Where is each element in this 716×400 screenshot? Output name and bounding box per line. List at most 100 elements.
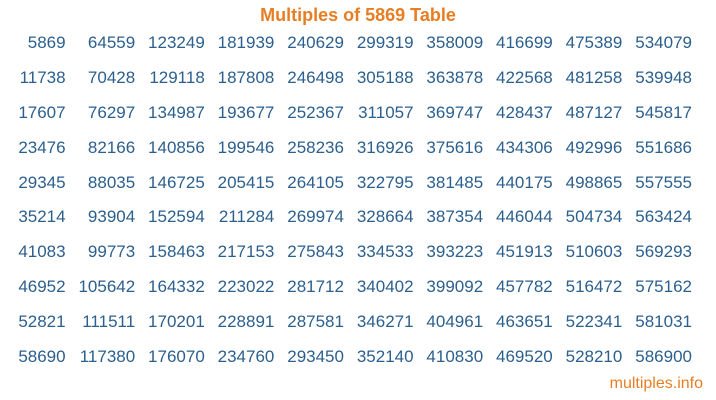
multiple-value-cell: 176070 (148, 346, 205, 366)
multiple-value-cell: 269974 (287, 207, 344, 227)
multiple-value-cell: 352140 (356, 346, 414, 366)
multiple-value-cell: 539948 (635, 68, 692, 88)
multiple-value-cell: 299319 (356, 33, 414, 53)
multiple-value-cell: 528210 (565, 346, 623, 366)
multiple-value-cell: 5869 (27, 33, 66, 53)
multiple-value-cell: 93904 (87, 207, 136, 227)
multiple-value-cell: 492996 (565, 137, 623, 157)
table-row: 46952 105642 164332 223022 281712 340402 39909… (0, 270, 696, 305)
multiple-value-cell: 551686 (635, 137, 692, 157)
multiple-value-cell: 440175 (496, 172, 553, 192)
multiple-value-cell: 487127 (565, 102, 623, 122)
multiple-value-cell: 399092 (426, 276, 484, 296)
multiple-value-cell: 404961 (426, 311, 484, 331)
multiple-value-cell: 363878 (426, 68, 484, 88)
multiple-value-cell: 152594 (148, 207, 205, 227)
multiple-value-cell: 311057 (358, 102, 414, 122)
multiple-value-cell: 29345 (18, 172, 66, 192)
multiple-value-cell: 510603 (565, 242, 623, 262)
multiple-value-cell: 369747 (426, 102, 484, 122)
table-row: 35214 93904 152594 211284 269974 328664 387354… (0, 200, 696, 235)
multiples-table-body: 5869 64559 123249 181939 240629 299319 358009 4… (0, 26, 696, 374)
multiple-value-cell: 58690 (18, 346, 66, 366)
site-link[interactable]: multiples.info (609, 374, 703, 392)
multiple-value-cell: 410830 (426, 346, 484, 366)
multiple-value-cell: 305188 (356, 68, 414, 88)
table-row: 5869 64559 123249 181939 240629 299319 358009 4… (0, 26, 696, 61)
multiple-value-cell: 234760 (217, 346, 275, 366)
multiple-value-cell: 146725 (148, 172, 205, 192)
multiple-value-cell: 199546 (217, 137, 275, 157)
multiple-value-cell: 328664 (356, 207, 414, 227)
multiple-value-cell: 545817 (635, 102, 692, 122)
multiple-value-cell: 240629 (287, 33, 344, 53)
multiple-value-cell: 217153 (217, 242, 275, 262)
multiple-value-cell: 422568 (496, 68, 553, 88)
multiple-value-cell: 140856 (148, 137, 205, 157)
multiple-value-cell: 316926 (356, 137, 414, 157)
multiple-value-cell: 428437 (496, 102, 553, 122)
multiple-value-cell: 64559 (87, 33, 136, 53)
multiple-value-cell: 264105 (287, 172, 344, 192)
multiple-value-cell: 504734 (565, 207, 623, 227)
multiple-value-cell: 193677 (217, 102, 275, 122)
multiple-value-cell: 123249 (148, 33, 205, 53)
multiple-value-cell: 498865 (565, 172, 623, 192)
table-row: 41083 99773 158463 217153 275843 334533 393223… (0, 235, 696, 270)
multiple-value-cell: 346271 (356, 311, 414, 331)
table-row: 17607 76297 134987 193677 252367 311057 369747… (0, 96, 696, 131)
multiple-value-cell: 181939 (217, 33, 275, 53)
multiple-value-cell: 70428 (87, 68, 136, 88)
multiple-value-cell: 52821 (18, 311, 66, 331)
multiple-value-cell: 187808 (217, 68, 275, 88)
multiple-value-cell: 76297 (87, 102, 136, 122)
table-row: 23476 82166 140856 199546 258236 316926 375616… (0, 130, 696, 165)
table-row: 58690 117380 176070 234760 293450 352140 41083… (0, 339, 696, 374)
multiple-value-cell: 340402 (356, 276, 414, 296)
multiple-value-cell: 205415 (217, 172, 275, 192)
multiple-value-cell: 293450 (287, 346, 344, 366)
multiple-value-cell: 575162 (635, 276, 692, 296)
multiple-value-cell: 481258 (565, 68, 623, 88)
multiple-value-cell: 11738 (19, 68, 66, 88)
multiple-value-cell: 516472 (565, 276, 623, 296)
multiple-value-cell: 99773 (87, 242, 136, 262)
multiple-value-cell: 522341 (565, 311, 623, 331)
multiple-value-cell: 258236 (287, 137, 344, 157)
multiple-value-cell: 463651 (496, 311, 553, 331)
multiple-value-cell: 211284 (218, 207, 275, 227)
multiple-value-cell: 534079 (635, 33, 692, 53)
multiple-value-cell: 451913 (496, 242, 553, 262)
multiple-value-cell: 446044 (496, 207, 553, 227)
multiple-value-cell: 41083 (18, 242, 66, 262)
multiple-value-cell: 23476 (18, 137, 66, 157)
multiple-value-cell: 46952 (18, 276, 66, 296)
multiple-value-cell: 322795 (356, 172, 414, 192)
multiple-value-cell: 105642 (78, 276, 136, 296)
multiple-value-cell: 88035 (87, 172, 136, 192)
multiple-value-cell: 246498 (287, 68, 344, 88)
multiple-value-cell: 17607 (18, 102, 66, 122)
multiple-value-cell: 287581 (287, 311, 344, 331)
multiple-value-cell: 586900 (635, 346, 692, 366)
multiple-value-cell: 387354 (426, 207, 484, 227)
multiple-value-cell: 275843 (287, 242, 344, 262)
multiple-value-cell: 252367 (287, 102, 344, 122)
multiple-value-cell: 475389 (565, 33, 623, 53)
multiple-value-cell: 569293 (635, 242, 692, 262)
table-row: 29345 88035 146725 205415 264105 322795 381485… (0, 165, 696, 200)
multiple-value-cell: 358009 (426, 33, 484, 53)
multiple-value-cell: 82166 (87, 137, 136, 157)
page-title: Multiples of 5869 Table (260, 5, 456, 25)
table-row: 52821 111511 170201 228891 287581 346271 40496… (0, 304, 696, 339)
multiple-value-cell: 334533 (356, 242, 414, 262)
table-row: 11738 70428 129118 187808 246498 305188 363878… (0, 61, 696, 96)
multiple-value-cell: 228891 (217, 311, 275, 331)
multiple-value-cell: 111511 (82, 311, 136, 331)
multiple-value-cell: 164332 (148, 276, 205, 296)
multiple-value-cell: 223022 (217, 276, 275, 296)
multiple-value-cell: 134987 (148, 102, 205, 122)
multiple-value-cell: 170201 (148, 311, 205, 331)
multiples-table: 5869 64559 123249 181939 240629 299319 358009 4… (0, 26, 696, 374)
